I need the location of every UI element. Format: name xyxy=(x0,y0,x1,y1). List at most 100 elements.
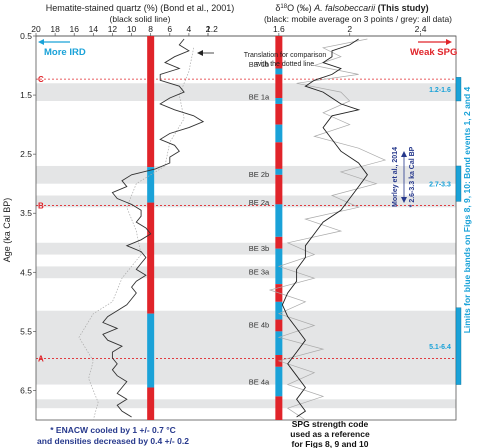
morley-annotation: Morley et al., 2014 * 2.6-3.3 ka Cal BP xyxy=(392,146,416,207)
left-tick-label: 8 xyxy=(148,24,153,34)
left-tick-label: 6 xyxy=(167,24,172,34)
translation-text-2: with the dotted line xyxy=(255,61,314,68)
enacw-note-2: and densities decreased by 0.4 +/- 0.2 xyxy=(37,436,189,446)
spg-note-3: for Figs 8, 9 and 10 xyxy=(292,439,369,448)
grey-band xyxy=(36,242,456,255)
d18o-average-series xyxy=(281,38,368,418)
translation-note: Translation for comparison with the dott… xyxy=(197,50,326,68)
event-label: A xyxy=(38,355,44,364)
ird-dotted-series xyxy=(78,47,195,421)
band-label: BE 2b xyxy=(249,170,269,179)
spg-code-segment-red xyxy=(275,236,283,249)
spg-code-segment-blue xyxy=(275,366,283,397)
translation-arrowhead xyxy=(197,50,203,56)
weak-spg-arrowhead xyxy=(446,39,452,45)
right-title: δ18O (‰) A. falsobeccarii (This study) xyxy=(275,3,428,13)
y-axis-label: Age (ka Cal BP) xyxy=(2,198,12,263)
limit-bar-label: 2.7-3.3 xyxy=(429,182,451,189)
limit-bar-label: 1.2-1.6 xyxy=(429,87,451,94)
event-label: C xyxy=(38,75,44,84)
spg-code-segment-blue xyxy=(275,68,283,75)
y-tick-label: 6.5 xyxy=(20,385,32,395)
right-tick-label: 1.2 xyxy=(206,24,218,34)
y-tick-label: 0.5 xyxy=(20,31,32,41)
d18o-all-data-series xyxy=(268,38,387,421)
limit-bar xyxy=(455,77,462,102)
band-label: BE 4a xyxy=(249,378,270,387)
y-tick-label: 5.5 xyxy=(20,326,32,336)
spg-code-segment-blue xyxy=(275,331,283,356)
more-ird-arrowhead xyxy=(38,39,44,45)
right-title-suffix: (This study) xyxy=(375,3,429,13)
translation-text: Translation for comparison xyxy=(244,52,327,59)
spg-code-segment-red xyxy=(147,387,155,420)
morley-range-label: * 2.6-3.3 ka Cal BP xyxy=(409,146,416,207)
band-label: BE 1a xyxy=(249,92,270,101)
event-lines: C B A xyxy=(36,75,456,364)
more-ird-label: More IRD xyxy=(44,47,86,58)
grey-band xyxy=(36,310,456,385)
morley-arrow-top xyxy=(401,151,407,157)
left-tick-label: 4 xyxy=(187,24,192,34)
right-tick-label: 1.6 xyxy=(273,24,285,34)
left-tick-label: 20 xyxy=(31,24,41,34)
left-tick-label: 10 xyxy=(127,24,137,34)
left-title: Hematite-stained quartz (%) (Bond et al.… xyxy=(46,3,235,13)
y-tick-label: 4.5 xyxy=(20,267,32,277)
right-title-prefix: δ xyxy=(275,3,280,13)
spg-code-segment-blue xyxy=(147,313,155,388)
enacw-note-1: * ENACW cooled by 1 +/- 0.7 °C xyxy=(50,425,176,435)
spg-code-segment-red xyxy=(275,74,283,99)
spg-code-segment-red xyxy=(275,36,283,69)
band-label: BE 2a xyxy=(249,198,270,207)
band-label: BE 4b xyxy=(249,320,269,329)
left-tick-label: 14 xyxy=(89,24,99,34)
band-labels: BE 1b BE 1a BE 2b BE 2a BE 3b BE 3a BE 4b BE 4a xyxy=(249,60,270,387)
grey-band xyxy=(36,83,456,101)
spg-code-segment-blue xyxy=(275,124,283,143)
spg-code-segment-red xyxy=(147,202,155,314)
y-tick-label: 1.5 xyxy=(20,90,32,100)
spg-code-segment-red xyxy=(147,36,155,168)
spg-code-segment-red xyxy=(275,174,283,205)
ird-series xyxy=(102,38,205,418)
grey-band xyxy=(36,399,456,409)
event-label: B xyxy=(38,202,44,211)
grey-bands xyxy=(36,83,456,409)
spg-code-segment-red xyxy=(275,396,283,420)
limit-bar xyxy=(455,307,462,385)
limit-bar xyxy=(455,165,462,202)
weak-spg-indicator: Weak SPG xyxy=(410,39,457,58)
limits-vertical-label: Limits for blue bands on Figs 8, 9, 10: … xyxy=(462,86,472,333)
spg-code-segment-blue xyxy=(275,301,283,320)
limit-bar-label: 5.1-6.4 xyxy=(429,344,451,351)
more-ird-indicator: More IRD xyxy=(38,39,86,58)
band-label: BE 1b xyxy=(249,60,269,69)
y-tick-label: 2.5 xyxy=(20,149,32,159)
series xyxy=(78,38,387,421)
spg-note-1: SPG strength code xyxy=(292,419,369,429)
weak-spg-label: Weak SPG xyxy=(410,47,457,58)
morley-label: Morley et al., 2014 xyxy=(392,147,399,207)
right-title-species: A. falsobeccarii xyxy=(313,3,376,13)
right-tick-label: 2.4 xyxy=(415,24,427,34)
spg-code-segment-blue xyxy=(275,98,283,104)
right-tick-label: 2 xyxy=(347,24,352,34)
grey-band xyxy=(36,195,456,208)
left-tick-label: 2 xyxy=(206,24,211,34)
spg-note-2: used as a reference xyxy=(290,429,370,439)
right-title-mid: O (‰) xyxy=(287,3,314,13)
spg-code-segment-blue xyxy=(275,168,283,175)
spg-code-columns xyxy=(147,36,283,420)
right-title-sup: 18 xyxy=(280,4,287,10)
spg-code-segment-red xyxy=(275,103,283,125)
right-subtitle: (black: mobile average on 3 points / gre… xyxy=(264,14,452,24)
spg-code-segment-red xyxy=(275,319,283,332)
axis-ticks: 20 18 16 14 12 10 8 6 4 21.2 1.6 2 2.40.51.52.53.54.… xyxy=(20,24,427,395)
spg-code-segment-blue xyxy=(275,204,283,237)
y-tick-label: 3.5 xyxy=(20,208,32,218)
left-tick-label: 18 xyxy=(50,24,60,34)
band-label: BE 3a xyxy=(249,268,270,277)
band-label: BE 3b xyxy=(249,244,269,253)
